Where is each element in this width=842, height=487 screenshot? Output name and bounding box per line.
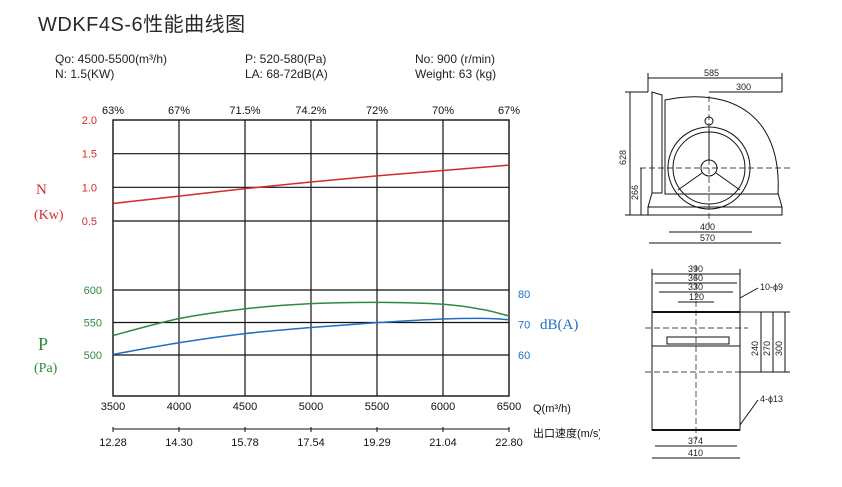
x-tick-label: 6500 — [497, 401, 521, 413]
x-tick-label: 6000 — [431, 401, 455, 413]
pressure-curve — [112, 301, 510, 337]
page-title: WDKF4S-6性能曲线图 — [38, 14, 246, 36]
holes-10-phi9: 10-ϕ9 — [760, 282, 783, 292]
x-tick-label: 4000 — [167, 401, 191, 413]
velocity-tick-label: 19.29 — [363, 437, 391, 449]
spec-speed: No: 900 (r/min) — [415, 52, 496, 66]
dim-410: 410 — [688, 448, 703, 458]
dim-390: 390 — [688, 264, 703, 274]
holes-4-phi13: 4-ϕ13 — [760, 394, 783, 404]
efficiency-tick-label: 67% — [168, 105, 190, 117]
power-tick-label: 0.5 — [82, 216, 97, 228]
grid-lines — [113, 120, 509, 396]
power-axis-label: N — [36, 182, 47, 198]
velocity-tick-label: 12.28 — [99, 437, 127, 449]
spec-flow: Qo: 4500-5500(m³/h) — [55, 52, 168, 66]
series-layer — [112, 164, 510, 356]
power-tick-label: 1.5 — [82, 149, 97, 161]
velocity-axis-label: 出口速度(m/s) — [533, 426, 600, 440]
x-axis-label: Q(m³/h) — [533, 403, 571, 415]
dim-374: 374 — [688, 436, 703, 446]
dim-240: 240 — [750, 341, 760, 356]
efficiency-tick-label: 70% — [432, 105, 454, 117]
pressure-axis-unit: (Pa) — [34, 361, 58, 376]
x-tick-label: 5500 — [365, 401, 389, 413]
spec-noise: LA: 68-72dB(A) — [245, 67, 328, 81]
velocity-tick-label: 15.78 — [231, 437, 259, 449]
x-tick-label: 4500 — [233, 401, 257, 413]
dim-360: 360 — [688, 273, 703, 283]
power-curve — [112, 164, 510, 205]
pressure-tick-label: 550 — [84, 318, 102, 330]
noise-tick-label: 80 — [518, 289, 530, 301]
dim-570: 570 — [700, 233, 715, 243]
dim-628: 628 — [618, 150, 628, 165]
dim-300-side: 300 — [774, 341, 784, 356]
noise-tick-label: 70 — [518, 320, 530, 332]
dim-400: 400 — [700, 222, 715, 232]
power-tick-label: 2.0 — [82, 115, 97, 127]
dim-585: 585 — [704, 68, 719, 78]
noise-curve — [112, 317, 510, 356]
spec-pressure: P: 520-580(Pa) — [245, 52, 327, 66]
spec-weight: Weight: 63 (kg) — [415, 67, 497, 81]
power-axis-unit: (Kw) — [34, 208, 64, 223]
noise-tick-label: 60 — [518, 350, 530, 362]
spec-power: N: 1.5(KW) — [55, 67, 115, 81]
dim-120: 120 — [689, 292, 704, 302]
pressure-tick-label: 500 — [84, 350, 102, 362]
efficiency-tick-label: 74.2% — [295, 105, 326, 117]
efficiency-tick-label: 67% — [498, 105, 520, 117]
axis-labels: N (Kw) P (Pa) dB(A) Q(m³/h) 出口速度(m/s) 35… — [34, 105, 600, 449]
dim-300-top: 300 — [736, 82, 751, 92]
velocity-tick-label: 14.30 — [165, 437, 193, 449]
pressure-tick-label: 600 — [84, 285, 102, 297]
power-tick-label: 1.0 — [82, 182, 97, 194]
velocity-tick-label: 22.80 — [495, 437, 523, 449]
efficiency-tick-label: 71.5% — [229, 105, 260, 117]
x-tick-label: 3500 — [101, 401, 125, 413]
dim-270: 270 — [762, 341, 772, 356]
velocity-tick-label: 21.04 — [429, 437, 457, 449]
pressure-axis-label: P — [38, 334, 48, 354]
performance-chart: N (Kw) P (Pa) dB(A) Q(m³/h) 出口速度(m/s) 35… — [34, 105, 600, 449]
fan-side-view — [625, 73, 790, 244]
dim-330: 330 — [688, 282, 703, 292]
x-tick-label: 5000 — [299, 401, 323, 413]
dim-266: 266 — [630, 185, 640, 200]
efficiency-tick-label: 72% — [366, 105, 388, 117]
velocity-tick-label: 17.54 — [297, 437, 325, 449]
efficiency-tick-label: 63% — [102, 105, 124, 117]
noise-axis-label: dB(A) — [540, 317, 578, 333]
fan-front-view — [645, 265, 790, 459]
